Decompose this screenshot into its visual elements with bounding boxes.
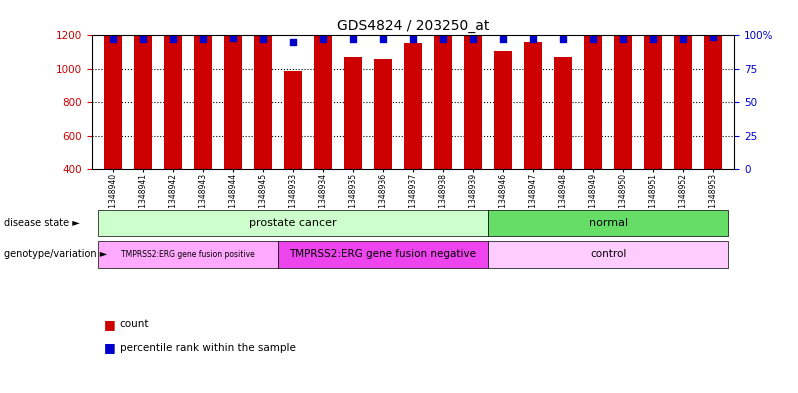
Point [617, 36, 630, 42]
Bar [164, 3, 182, 169]
Text: prostate cancer: prostate cancer [249, 218, 337, 228]
Point [677, 36, 689, 42]
Point [557, 36, 570, 42]
Bar [104, 20, 122, 169]
Bar [488, 241, 728, 268]
Bar [614, 29, 632, 169]
Bar [344, 57, 362, 169]
Bar [98, 241, 278, 268]
Bar [434, 20, 452, 169]
Text: count: count [120, 319, 149, 329]
Point [377, 36, 389, 42]
Bar [98, 210, 488, 236]
Bar [374, 59, 392, 169]
Text: disease state ►: disease state ► [4, 218, 80, 228]
Point [646, 36, 659, 42]
Point [467, 36, 480, 42]
Point [227, 35, 239, 41]
Text: TMPRSS2:ERG gene fusion negative: TMPRSS2:ERG gene fusion negative [290, 250, 476, 259]
Bar [194, 30, 211, 169]
Bar [404, 43, 422, 169]
Bar [254, 26, 272, 169]
Point [496, 36, 509, 42]
Bar [554, 57, 572, 169]
Text: normal: normal [588, 218, 628, 228]
Bar [704, 0, 722, 169]
Point [317, 36, 330, 42]
Text: percentile rank within the sample: percentile rank within the sample [120, 343, 295, 353]
Bar [314, 31, 332, 169]
Point [286, 39, 299, 45]
Point [136, 36, 149, 42]
Point [346, 36, 359, 42]
Text: control: control [590, 250, 626, 259]
Bar [524, 42, 542, 169]
Point [256, 36, 269, 42]
Text: TMPRSS2:ERG gene fusion positive: TMPRSS2:ERG gene fusion positive [121, 250, 255, 259]
Point [587, 36, 599, 42]
Bar [224, 0, 242, 169]
Title: GDS4824 / 203250_at: GDS4824 / 203250_at [337, 19, 489, 33]
Bar [278, 241, 488, 268]
Bar [464, 26, 482, 169]
Text: genotype/variation ►: genotype/variation ► [4, 250, 107, 259]
Point [707, 33, 720, 40]
Point [167, 36, 180, 42]
Bar [284, 71, 302, 169]
Point [407, 36, 420, 42]
Text: ■: ■ [104, 341, 116, 354]
Bar [644, 18, 662, 169]
Point [437, 36, 449, 42]
Bar [494, 51, 512, 169]
Point [527, 36, 539, 42]
Point [106, 36, 119, 42]
Bar [488, 210, 728, 236]
Text: ■: ■ [104, 318, 116, 331]
Bar [134, 14, 152, 169]
Point [196, 36, 209, 42]
Bar [584, 29, 602, 169]
Bar [674, 9, 692, 169]
